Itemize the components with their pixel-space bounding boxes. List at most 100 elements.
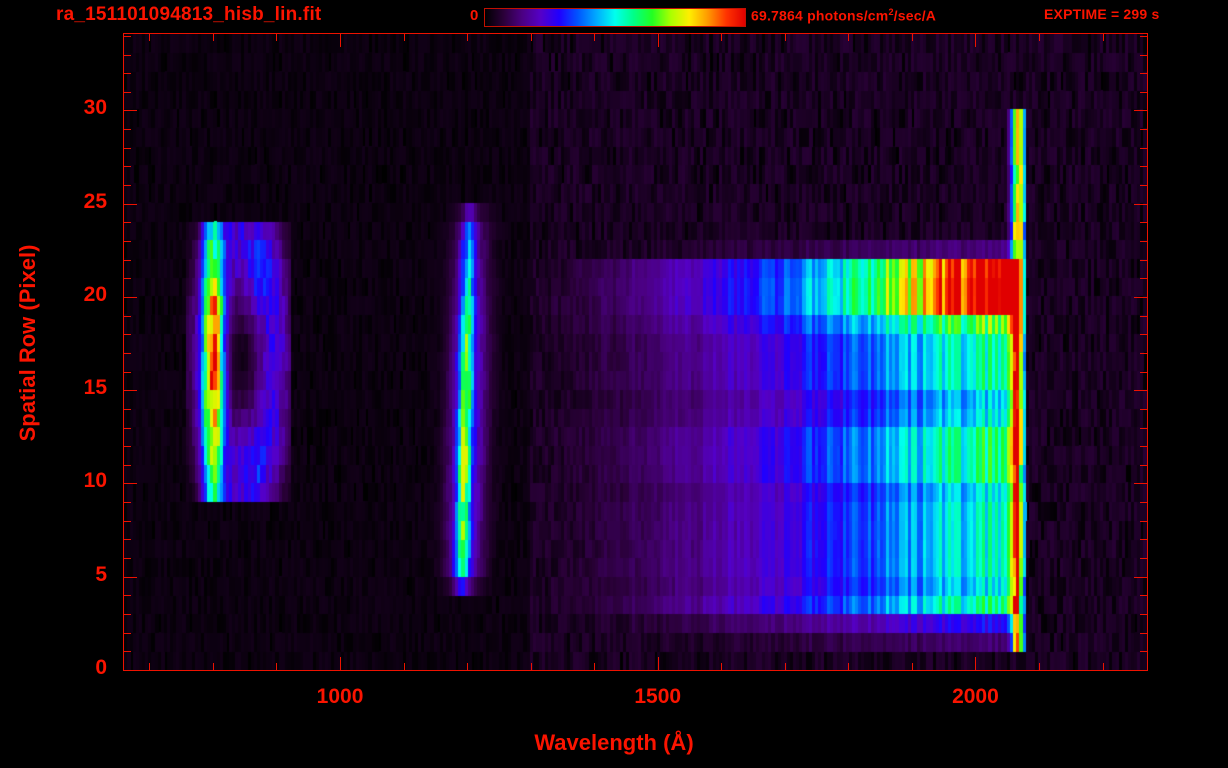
x-tick-1200 — [467, 663, 468, 670]
x-tick-top-1900 — [912, 34, 913, 41]
y-tick-7 — [124, 539, 131, 540]
y-tick-label-10: 10 — [83, 469, 107, 493]
y-tick-32 — [124, 73, 131, 74]
colorbar-units-exponent: 2 — [888, 7, 894, 17]
x-tick-label-2000: 2000 — [952, 685, 999, 708]
y-tick-right-22 — [1140, 260, 1147, 261]
x-tick-top-1300 — [531, 34, 532, 41]
y-tick-right-6 — [1140, 558, 1147, 559]
y-tick-27 — [124, 166, 131, 167]
y-tick-22 — [124, 260, 131, 261]
y-tick-right-0 — [1134, 670, 1147, 671]
y-tick-right-11 — [1140, 465, 1147, 466]
y-tick-right-30 — [1134, 110, 1147, 111]
y-tick-label-30: 30 — [83, 96, 107, 120]
y-tick-29 — [124, 129, 131, 130]
y-tick-right-20 — [1134, 297, 1147, 298]
x-tick-top-700 — [149, 34, 150, 41]
y-tick-20 — [124, 297, 137, 298]
y-tick-34 — [124, 36, 131, 37]
colorbar-units-post: /sec/A — [893, 7, 937, 24]
x-tick-top-2000 — [975, 34, 976, 47]
x-tick-2000 — [975, 657, 976, 670]
y-tick-right-24 — [1140, 222, 1147, 223]
y-tick-28 — [124, 148, 131, 149]
y-tick-right-31 — [1140, 92, 1147, 93]
y-tick-3 — [124, 614, 131, 615]
y-tick-26 — [124, 185, 131, 186]
x-tick-top-1100 — [404, 34, 405, 41]
y-tick-right-13 — [1140, 428, 1147, 429]
y-tick-right-27 — [1140, 166, 1147, 167]
x-tick-2100 — [1039, 663, 1040, 670]
x-tick-top-2100 — [1039, 34, 1040, 41]
y-tick-8 — [124, 521, 131, 522]
x-tick-800 — [213, 663, 214, 670]
y-tick-label-25: 25 — [83, 189, 107, 213]
y-tick-right-5 — [1134, 577, 1147, 578]
colorbar-min-label: 0 — [470, 7, 479, 24]
y-tick-right-32 — [1140, 73, 1147, 74]
x-tick-1000 — [340, 657, 341, 670]
x-tick-top-1700 — [785, 34, 786, 41]
x-tick-top-1400 — [594, 34, 595, 41]
x-axis-title: Wavelength (Å) — [534, 730, 694, 755]
x-tick-top-800 — [213, 34, 214, 41]
y-tick-1 — [124, 651, 131, 652]
colorbar — [484, 8, 746, 27]
x-tick-2200 — [1103, 663, 1104, 670]
x-tick-label-1500: 1500 — [634, 685, 682, 708]
y-tick-0 — [124, 670, 137, 671]
y-tick-right-17 — [1140, 353, 1147, 354]
x-tick-label-1000: 1000 — [316, 685, 364, 708]
y-tick-31 — [124, 92, 131, 93]
y-tick-right-18 — [1140, 334, 1147, 335]
x-tick-top-900 — [276, 34, 277, 41]
x-tick-top-1000 — [340, 34, 341, 47]
x-tick-900 — [276, 663, 277, 670]
y-tick-9 — [124, 502, 131, 503]
x-tick-top-1500 — [658, 34, 659, 47]
file-title: ra_151101094813_hisb_lin.fit — [56, 4, 322, 25]
x-tick-1100 — [404, 663, 405, 670]
x-tick-700 — [149, 663, 150, 670]
y-tick-right-1 — [1140, 651, 1147, 652]
y-tick-right-26 — [1140, 185, 1147, 186]
y-tick-right-21 — [1140, 278, 1147, 279]
x-tick-top-1600 — [721, 34, 722, 41]
y-tick-right-14 — [1140, 409, 1147, 410]
y-tick-21 — [124, 278, 131, 279]
y-tick-right-2 — [1140, 633, 1147, 634]
x-tick-top-2200 — [1103, 34, 1104, 41]
y-tick-label-0: 0 — [95, 656, 107, 679]
x-tick-1300 — [531, 663, 532, 670]
x-tick-top-1200 — [467, 34, 468, 41]
y-tick-right-10 — [1134, 483, 1147, 484]
x-tick-1700 — [785, 663, 786, 670]
y-tick-18 — [124, 334, 131, 335]
y-tick-25 — [124, 204, 137, 205]
y-tick-5 — [124, 577, 137, 578]
y-tick-11 — [124, 465, 131, 466]
spectrogram-image — [124, 34, 1147, 670]
x-tick-1500 — [658, 657, 659, 670]
y-tick-right-3 — [1140, 614, 1147, 615]
y-tick-13 — [124, 428, 131, 429]
y-tick-16 — [124, 372, 131, 373]
y-tick-right-29 — [1140, 129, 1147, 130]
colorbar-max-label: 69.7864 photons/cm2/sec/A — [751, 7, 936, 24]
y-tick-33 — [124, 55, 131, 56]
y-tick-right-15 — [1134, 390, 1147, 391]
y-tick-right-4 — [1140, 595, 1147, 596]
y-tick-label-15: 15 — [83, 376, 107, 400]
y-tick-14 — [124, 409, 131, 410]
exptime-label: EXPTIME = 299 s — [1044, 6, 1160, 22]
colorbar-max-value: 69.7864 — [751, 7, 804, 24]
y-tick-right-9 — [1140, 502, 1147, 503]
y-tick-4 — [124, 595, 131, 596]
y-tick-2 — [124, 633, 131, 634]
x-tick-1800 — [848, 663, 849, 670]
y-tick-label-20: 20 — [83, 282, 107, 306]
y-tick-10 — [124, 483, 137, 484]
